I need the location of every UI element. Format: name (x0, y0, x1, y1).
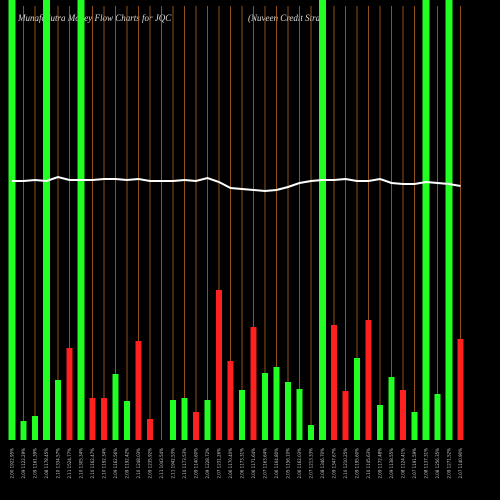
bar (66, 348, 73, 440)
bar (331, 325, 337, 440)
x-tick-label: 2.00 1922.95% (10, 448, 15, 479)
bar (422, 0, 430, 440)
bar (8, 0, 16, 440)
x-tick-label: 2.07 1140.90% (458, 448, 463, 479)
x-tick-label: 2.09 1161.39% (33, 448, 38, 479)
x-tick-label: 2.09 1122.29% (21, 448, 26, 479)
bar (354, 358, 360, 440)
bar (400, 390, 406, 440)
x-tick-label: 2.10 1192.34% (102, 448, 107, 479)
x-tick-label: 2.09 1172.48% (378, 448, 383, 479)
bar (181, 398, 188, 440)
x-tick-label: 2.08 1256.35% (435, 448, 440, 479)
x-tick-label: 2.07 1191.59% (412, 448, 417, 479)
x-tick-label: 2.09 1228.72% (205, 448, 210, 479)
bar (124, 401, 130, 440)
bar (55, 380, 61, 440)
bar (20, 421, 27, 440)
x-tick-label: 2.09 1271.52% (447, 448, 452, 479)
x-tick-label: 2.06 1173.31% (240, 448, 245, 479)
bar (193, 412, 199, 440)
x-tick-label: 2.08 1178.45% (44, 448, 49, 479)
bar (296, 389, 303, 440)
bar (308, 425, 314, 440)
chart-subtitle: (Nuveen Credit Strat (248, 13, 323, 23)
x-tick-label: 2.10 1248.03% (136, 448, 141, 479)
bar (89, 398, 96, 440)
bar (434, 394, 441, 440)
x-tick-label: 2.10 1162.47% (90, 448, 95, 479)
x-tick-label: 2.06 1162.03% (297, 448, 302, 479)
x-tick-label: 2.10 1173.53% (182, 448, 187, 479)
x-tick-label: 2.09 1347.67% (332, 448, 337, 479)
x-tick-label: 2.07 1163.64% (263, 448, 268, 479)
x-tick-label: 2.10 1334.57% (56, 448, 61, 479)
bar (388, 377, 395, 440)
x-tick-label: 2.11 1043.54% (159, 448, 164, 479)
bar (457, 339, 464, 440)
bar (445, 0, 453, 440)
x-tick-label: 2.08 1124.41% (401, 448, 406, 479)
x-tick-label: 2.09 1192.42% (125, 448, 130, 479)
chart-title: MunafaSutra Money Flow Charts for JQC (17, 13, 172, 23)
bar (273, 367, 280, 440)
x-tick-label: 2.07 1213.33% (309, 448, 314, 479)
money-flow-line (12, 175, 461, 193)
bar (365, 320, 372, 440)
x-tick-label: 2.06 1164.80% (274, 448, 279, 479)
x-tick-label: 2.08 1346.70% (320, 448, 325, 479)
bar (77, 0, 85, 440)
bar (43, 0, 50, 440)
x-tick-label: 2.09 1138.55% (389, 448, 394, 479)
x-tick-label: 2.06 1170.40% (228, 448, 233, 479)
bar (377, 405, 383, 440)
bar (170, 400, 176, 440)
bar (147, 419, 153, 440)
x-tick-label: 2.09 1195.60% (355, 448, 360, 479)
bar (227, 361, 234, 440)
x-tick-label: 2.08 1137.31% (424, 448, 429, 479)
bar (216, 290, 222, 440)
x-tick-label: 2.10 1145.63% (366, 448, 371, 479)
x-tick-label: 2.07 1231.26% (217, 448, 222, 479)
bar (250, 327, 257, 440)
bar (342, 391, 349, 440)
bar (112, 374, 119, 440)
bar (411, 412, 418, 440)
x-tick-label: 2.05 1156.10% (286, 448, 291, 479)
x-tick-label: 2.10 1305.34% (79, 448, 84, 479)
x-tick-label: 2.06 1171.64% (251, 448, 256, 479)
bar (285, 382, 291, 440)
bar (204, 400, 211, 440)
x-tick-label: 2.09 1235.92% (148, 448, 153, 479)
x-tick-label: 2.09 1140.60% (194, 448, 199, 479)
bar (32, 416, 38, 440)
bar (135, 341, 142, 440)
x-tick-label: 2.09 1162.56% (113, 448, 118, 479)
bar (262, 373, 268, 440)
x-tick-label: 2.11 1524.77% (67, 448, 72, 479)
x-tick-label: 2.10 1210.25% (343, 448, 348, 479)
bar (239, 390, 245, 440)
x-tick-label: 2.11 1942.53% (171, 448, 176, 479)
bar (101, 398, 107, 440)
bar (319, 0, 326, 440)
